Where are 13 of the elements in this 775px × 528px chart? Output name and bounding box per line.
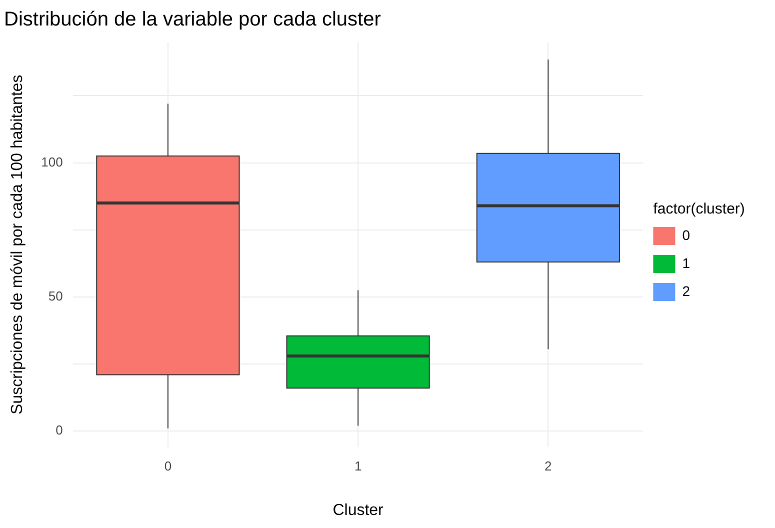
legend-label: 1 xyxy=(682,254,690,271)
y-tick-label: 100 xyxy=(41,154,63,170)
x-tick-label: 0 xyxy=(164,458,172,474)
y-axis-title: Suscripciones de móvil por cada 100 habitantes xyxy=(9,74,26,414)
y-tick-label: 50 xyxy=(48,288,63,304)
legend-label: 0 xyxy=(682,226,690,243)
x-tick-label: 2 xyxy=(544,458,552,474)
chart-title: Distribución de la variable por cada cluster xyxy=(4,8,382,31)
x-axis-title: Cluster xyxy=(332,502,384,519)
legend-title: factor(cluster) xyxy=(653,200,745,218)
legend-label: 2 xyxy=(682,282,690,299)
y-tick-label: 0 xyxy=(56,422,63,438)
x-tick-label: 1 xyxy=(354,458,362,474)
